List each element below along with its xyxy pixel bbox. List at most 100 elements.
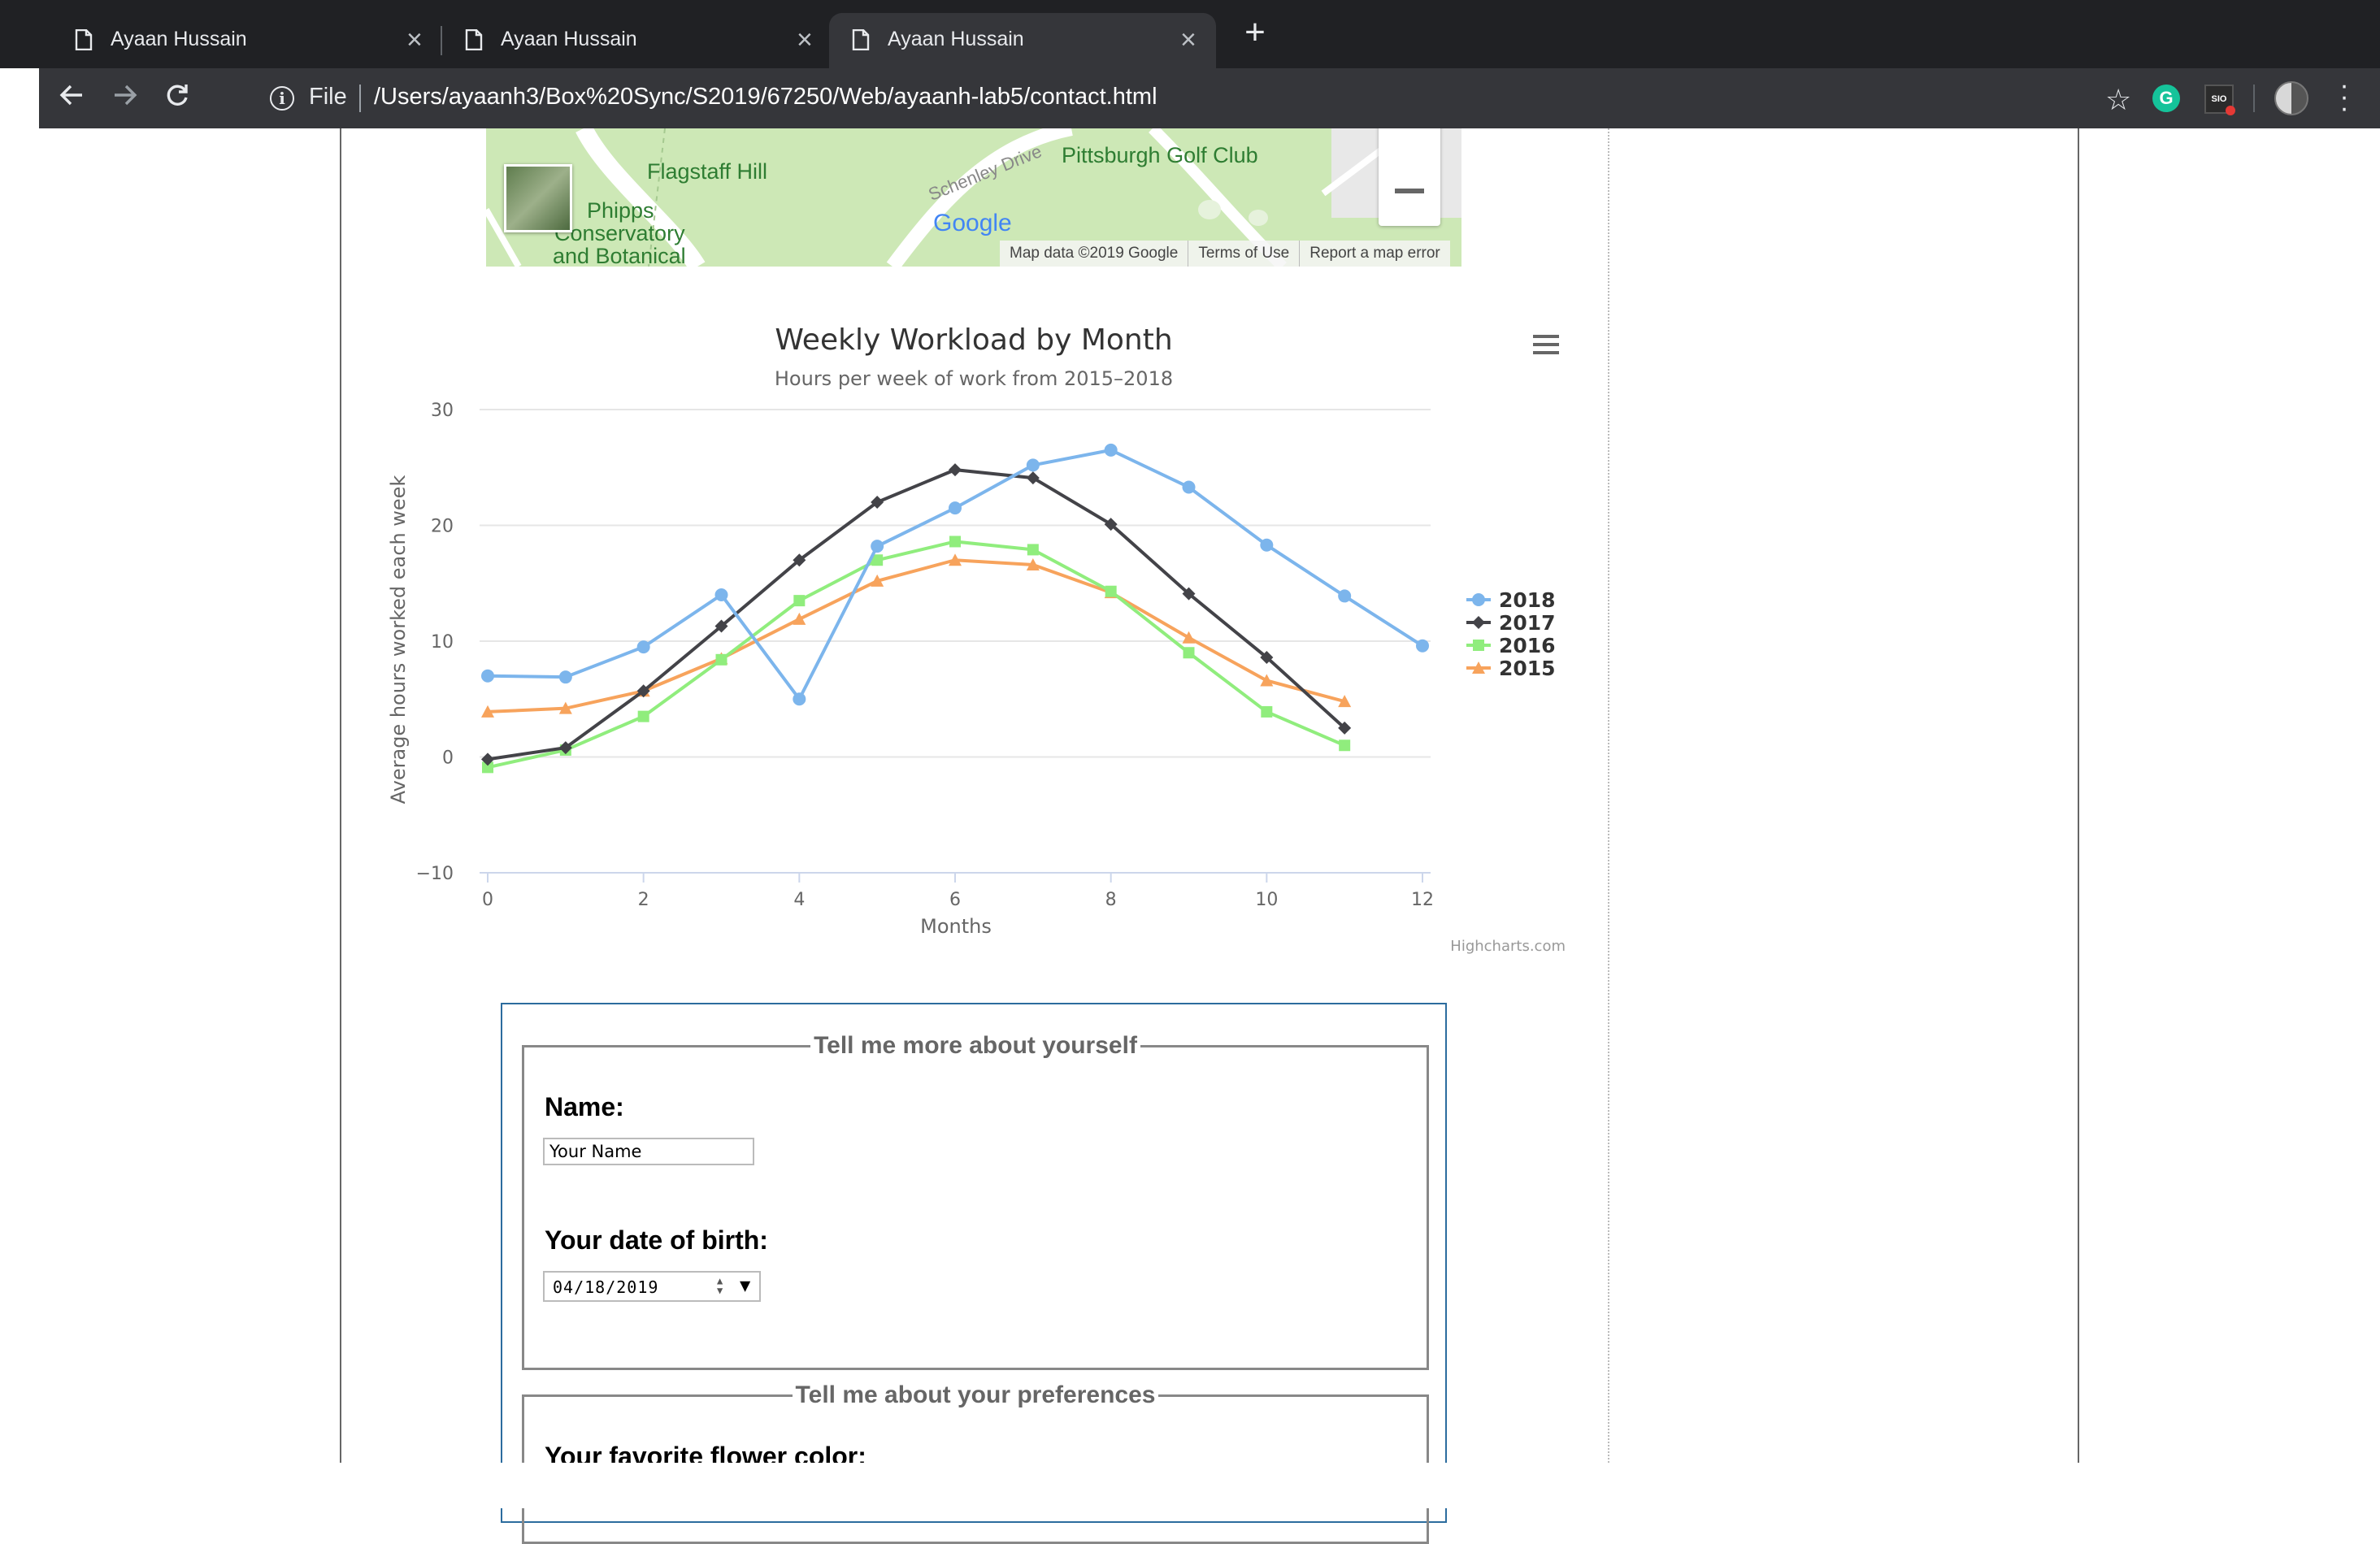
data-point[interactable] [714, 588, 728, 601]
series-line[interactable] [487, 540, 1345, 770]
terms-of-use-link[interactable]: Terms of Use [1188, 241, 1301, 267]
series-line[interactable] [487, 558, 1345, 713]
map-label-phipps: Phipps [587, 198, 654, 223]
data-point[interactable] [481, 752, 494, 766]
data-point[interactable] [1338, 695, 1352, 708]
series-line[interactable] [487, 468, 1346, 761]
tab-3-active[interactable]: Ayaan Hussain × [829, 13, 1216, 68]
series-line[interactable] [487, 448, 1424, 703]
data-point[interactable] [949, 463, 962, 477]
tab-title: Ayaan Hussain [501, 28, 637, 50]
data-point[interactable] [871, 496, 884, 509]
sio-extension-icon[interactable]: SIO [2204, 85, 2235, 115]
data-point[interactable] [793, 612, 806, 625]
data-point[interactable] [793, 553, 806, 567]
page-icon [852, 28, 870, 56]
data-point[interactable] [1104, 518, 1118, 531]
data-point[interactable] [793, 595, 806, 607]
google-map[interactable]: Flagstaff Hill Pittsburgh Golf Club Sche… [486, 128, 1461, 267]
url-text[interactable]: /Users/ayaanh3/Box%20Sync/S2019/67250/We… [374, 84, 1157, 110]
data-point[interactable] [1182, 631, 1196, 644]
tab-strip: Ayaan Hussain × Ayaan Hussain × Ayaan Hu… [0, 0, 2380, 68]
back-button[interactable] [55, 81, 88, 114]
data-point[interactable] [1104, 443, 1118, 457]
data-point[interactable] [1026, 471, 1040, 485]
data-point[interactable] [481, 669, 494, 683]
data-point[interactable] [1105, 585, 1117, 597]
legend-item-2016[interactable]: 2016 [1466, 634, 1556, 657]
google-logo-text: Google [933, 210, 1012, 236]
highcharts-credit[interactable]: Highcharts.com [1450, 938, 1566, 955]
data-point[interactable] [1416, 639, 1429, 653]
name-input[interactable] [543, 1138, 754, 1165]
data-point[interactable] [871, 540, 884, 553]
data-point[interactable] [1472, 661, 1485, 674]
data-point[interactable] [871, 574, 884, 587]
map-zoom-control[interactable] [1379, 128, 1440, 226]
series-2018[interactable] [481, 443, 1429, 706]
date-spinner-icon[interactable]: ▲ ▼ [717, 1275, 723, 1296]
data-point[interactable] [1472, 593, 1485, 606]
data-point[interactable] [1260, 650, 1274, 664]
close-tab-icon[interactable]: × [797, 24, 813, 55]
data-point[interactable] [871, 554, 884, 566]
info-icon[interactable]: i [270, 86, 294, 111]
data-point[interactable] [1338, 721, 1352, 735]
data-point[interactable] [1026, 458, 1040, 472]
data-point[interactable] [714, 619, 728, 633]
data-point[interactable] [1338, 589, 1352, 603]
forward-arrow-icon [115, 85, 137, 106]
tab-2[interactable]: Ayaan Hussain × [429, 13, 832, 68]
data-point[interactable] [1026, 557, 1040, 570]
export-menu-icon[interactable] [1533, 335, 1559, 354]
series-2016[interactable] [482, 536, 1351, 774]
reload-button[interactable] [161, 81, 193, 114]
dob-date-input[interactable]: 04/18/2019 ▲ ▼ ▼ [543, 1271, 761, 1302]
new-tab-button[interactable]: + [1244, 12, 1266, 52]
close-tab-icon[interactable]: × [406, 24, 423, 55]
zoom-out-button[interactable] [1395, 189, 1424, 193]
address-bar[interactable]: i File /Users/ayaanh3/Box%20Sync/S2019/6… [215, 75, 2208, 122]
scheme-label: File [309, 84, 347, 110]
data-point[interactable] [1182, 587, 1196, 601]
legend-item-2018[interactable]: 2018 [1466, 588, 1556, 612]
data-point[interactable] [558, 741, 572, 755]
x-axis-title: Months [920, 915, 992, 938]
data-point[interactable] [636, 684, 650, 698]
date-dropdown-icon[interactable]: ▼ [740, 1276, 751, 1296]
profile-avatar[interactable] [2274, 81, 2308, 115]
more-menu-icon[interactable]: · · · [2339, 70, 2349, 124]
data-point[interactable] [715, 653, 727, 666]
satellite-toggle-thumbnail[interactable] [504, 164, 572, 232]
series-2017[interactable] [481, 463, 1352, 766]
data-point[interactable] [1339, 739, 1351, 752]
bookmark-star-icon[interactable]: ☆ [2105, 83, 2132, 116]
data-point[interactable] [1261, 705, 1273, 718]
legend-item-2017[interactable]: 2017 [1466, 611, 1556, 635]
data-point[interactable] [1182, 480, 1196, 494]
data-point[interactable] [558, 701, 572, 714]
data-point[interactable] [1473, 640, 1484, 651]
data-point[interactable] [949, 501, 962, 515]
data-point[interactable] [1472, 616, 1485, 629]
forward-button[interactable] [109, 81, 141, 114]
data-point[interactable] [1027, 544, 1039, 556]
legend-item-2015[interactable]: 2015 [1466, 657, 1556, 680]
report-map-error-link[interactable]: Report a map error [1309, 245, 1440, 262]
series-2015[interactable] [481, 553, 1352, 718]
data-point[interactable] [636, 640, 650, 654]
data-point[interactable] [637, 710, 649, 722]
data-point[interactable] [1260, 538, 1274, 552]
tab-1[interactable]: Ayaan Hussain × [39, 13, 442, 68]
data-point[interactable] [793, 692, 806, 706]
data-point[interactable] [482, 761, 493, 774]
data-point[interactable] [1183, 647, 1195, 659]
close-tab-icon[interactable]: × [1180, 24, 1197, 55]
data-point[interactable] [558, 670, 572, 684]
map-label-golf-club: Pittsburgh Golf Club [1062, 143, 1258, 167]
data-point[interactable] [949, 536, 961, 548]
data-point[interactable] [949, 553, 962, 566]
grammarly-extension-icon[interactable]: G [2152, 85, 2180, 112]
data-point[interactable] [481, 705, 494, 718]
data-point[interactable] [1260, 674, 1274, 687]
